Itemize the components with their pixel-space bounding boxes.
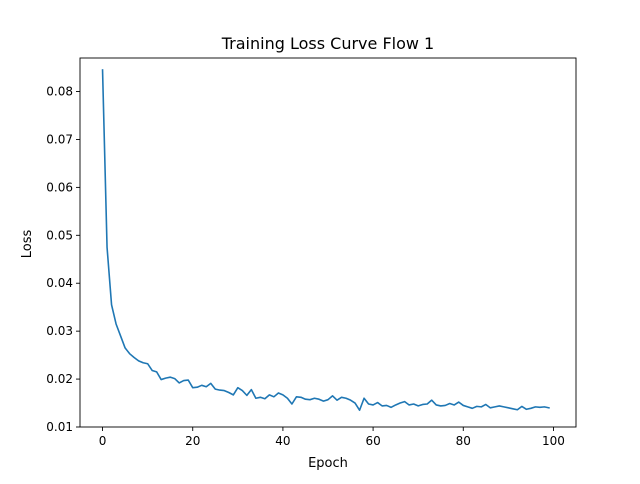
- x-tick-label: 20: [185, 434, 200, 448]
- x-axis-label: Epoch: [308, 456, 348, 471]
- x-tick-label: 0: [99, 434, 107, 448]
- x-tick-label: 80: [456, 434, 471, 448]
- y-tick-label: 0.08: [46, 85, 73, 99]
- x-tick-label: 100: [542, 434, 565, 448]
- plot-area: 0 20 40 60 80 100 0.01 0.02 0.03 0.04 0.05 0.06 0.07…: [46, 57, 577, 448]
- x-tick-label: 40: [275, 434, 290, 448]
- y-tick-label: 0.06: [46, 180, 73, 194]
- y-tick-label: 0.01: [46, 420, 73, 434]
- axes-frame: [79, 57, 577, 428]
- y-tick-label: 0.04: [46, 276, 73, 290]
- y-tick-label: 0.03: [46, 324, 73, 338]
- chart-title: Training Loss Curve Flow 1: [221, 34, 434, 53]
- y-tick-label: 0.07: [46, 132, 73, 146]
- y-axis-label: Loss: [20, 230, 35, 259]
- y-tick-label: 0.05: [46, 228, 73, 242]
- y-tick-label: 0.02: [46, 372, 73, 386]
- loss-series-line-1: [101, 69, 550, 412]
- x-tick-label: 60: [365, 434, 380, 448]
